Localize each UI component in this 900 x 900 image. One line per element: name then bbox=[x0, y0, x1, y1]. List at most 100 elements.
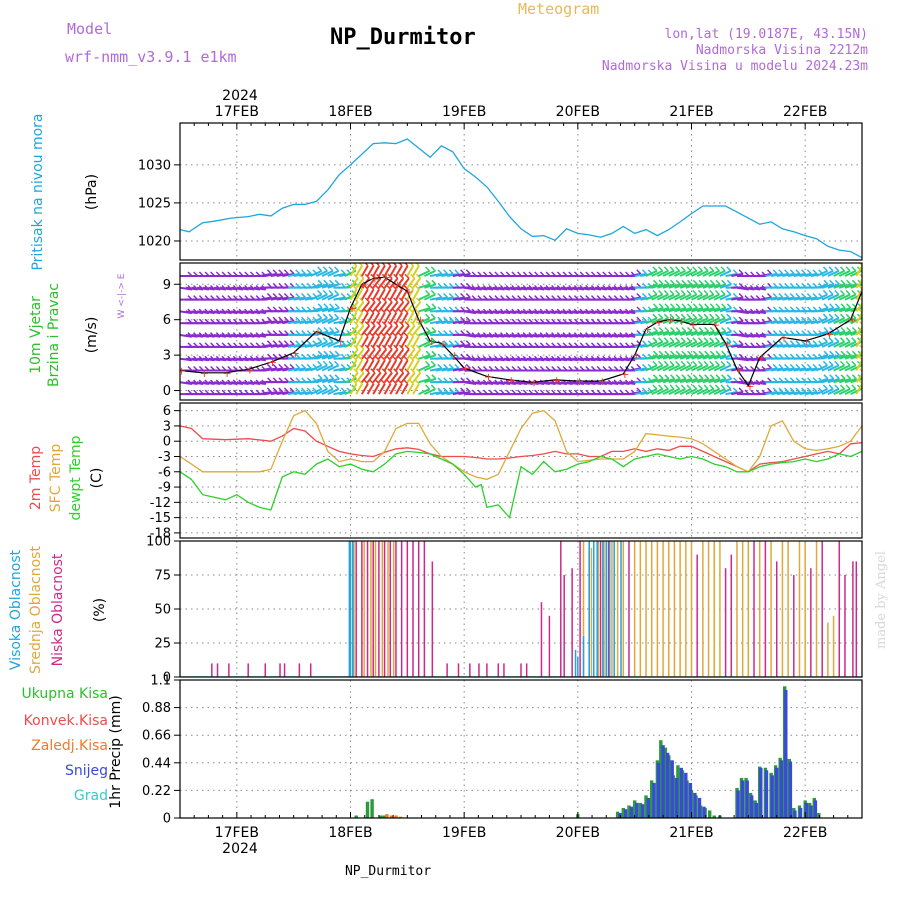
wind-barb bbox=[679, 293, 692, 301]
wind-barb-tail bbox=[398, 344, 404, 350]
wind-barb-tail bbox=[846, 326, 852, 333]
wind-barb bbox=[372, 277, 382, 289]
wind-barb-tail bbox=[823, 350, 829, 356]
wind-barb-tail bbox=[300, 269, 307, 275]
wind-barb-tail bbox=[443, 316, 449, 322]
gust-marker: + bbox=[484, 370, 493, 383]
wind-barb bbox=[378, 288, 386, 301]
wind-barb bbox=[668, 283, 681, 289]
wind-barb bbox=[833, 330, 846, 336]
wind-barb-tail bbox=[322, 266, 328, 272]
wind-barb bbox=[372, 348, 382, 360]
wind-barb bbox=[662, 317, 675, 325]
wind-barb bbox=[389, 359, 398, 371]
wind-barb-tail bbox=[687, 350, 693, 356]
wind-barb bbox=[383, 348, 393, 360]
wind-barb-tail bbox=[778, 387, 784, 393]
gust-marker: + bbox=[291, 347, 300, 360]
wind-barb bbox=[316, 283, 329, 289]
wind-barb bbox=[321, 364, 334, 372]
gust-marker: + bbox=[313, 326, 322, 339]
wind-barb-tail bbox=[465, 269, 471, 275]
credit-text: made by Angel bbox=[874, 551, 889, 649]
y-tick-label: 0 bbox=[163, 384, 171, 399]
wind-barb bbox=[423, 293, 436, 301]
wind-barb-tail bbox=[328, 266, 334, 272]
wind-barb-tail bbox=[393, 368, 399, 374]
wind-barb-tail bbox=[658, 360, 664, 366]
wind-barb bbox=[378, 359, 386, 371]
wind-barb bbox=[327, 388, 340, 396]
wind-barb-tail bbox=[738, 363, 744, 369]
wind-barb-tail bbox=[465, 340, 471, 346]
wind-barb bbox=[702, 269, 715, 277]
wind-barb bbox=[366, 301, 376, 313]
wind-barb-tail bbox=[431, 374, 437, 380]
wind-barb bbox=[816, 388, 828, 396]
wind-barb bbox=[844, 377, 857, 384]
wind-barb bbox=[378, 383, 386, 395]
wind-barb-tail bbox=[375, 263, 380, 267]
x-label-top: 19FEB bbox=[442, 104, 486, 120]
wind-barb-tail bbox=[675, 313, 681, 319]
wind-barb-tail bbox=[663, 384, 669, 390]
wind-barb-tail bbox=[823, 374, 829, 380]
wind-barb-tail bbox=[703, 360, 709, 366]
wind-barb-tail bbox=[430, 289, 436, 296]
legend-total: Ukupna Kisa bbox=[21, 686, 108, 702]
wind-barb-tail bbox=[834, 266, 840, 272]
wind-barb bbox=[844, 354, 857, 360]
wind-barb-tail bbox=[425, 337, 431, 343]
wind-barb-tail bbox=[784, 316, 790, 322]
wind-barb-tail bbox=[738, 316, 744, 322]
wind-barb bbox=[424, 306, 437, 313]
wind-barb-tail bbox=[322, 360, 328, 366]
wind-barb bbox=[685, 293, 698, 301]
wind-barb-tail bbox=[283, 340, 289, 346]
wind-barb-tail bbox=[376, 344, 382, 350]
wind-barb-tail bbox=[641, 387, 648, 393]
wind-barb-tail bbox=[738, 340, 744, 346]
precip-bar bbox=[670, 760, 674, 818]
cloud-high-label: Visoka Oblacnost bbox=[8, 549, 24, 670]
wind-barb-tail bbox=[812, 363, 818, 369]
precip-bar bbox=[679, 767, 683, 818]
precip-bar bbox=[385, 814, 389, 818]
wind-barb bbox=[400, 372, 410, 383]
wind-barb bbox=[418, 306, 431, 313]
y-tick-label: 6 bbox=[163, 404, 171, 419]
wind-barb-tail bbox=[828, 266, 834, 272]
wind-barb-tail bbox=[663, 360, 669, 366]
wind-barb-tail bbox=[392, 263, 397, 267]
wind-barb-tail bbox=[738, 306, 744, 312]
y-tick-label: -9 bbox=[158, 481, 171, 496]
model-label: Model bbox=[67, 20, 112, 38]
wind-barb bbox=[827, 388, 840, 396]
gust-marker: + bbox=[666, 314, 675, 327]
wind-barb-tail bbox=[652, 289, 658, 296]
wind-barb-tail bbox=[680, 337, 686, 343]
wind-barb-tail bbox=[789, 269, 795, 275]
y-tick-label: 9 bbox=[163, 278, 171, 293]
wind-barb-tail bbox=[732, 316, 738, 322]
wind-barb-tail bbox=[334, 360, 340, 366]
wind-barb-tail bbox=[675, 337, 681, 343]
wind-barb-tail bbox=[353, 273, 359, 279]
panel-frame bbox=[179, 262, 863, 401]
gust-marker: + bbox=[802, 335, 811, 348]
wind-barb bbox=[713, 340, 726, 348]
wind-barb-tail bbox=[353, 344, 359, 350]
wind-barb bbox=[674, 293, 686, 301]
wind-barb bbox=[423, 364, 436, 372]
wind-barb bbox=[668, 354, 681, 360]
wind-barb-tail bbox=[636, 269, 642, 275]
wind-barb-tail bbox=[334, 303, 340, 309]
wind-barb-tail bbox=[795, 292, 801, 299]
wind-barb-tail bbox=[829, 350, 835, 356]
wind-barb-tail bbox=[834, 350, 840, 356]
wind-barb bbox=[395, 324, 405, 336]
wind-barb bbox=[645, 306, 658, 313]
gust-marker: + bbox=[461, 362, 470, 375]
y-tick-label: 50 bbox=[154, 603, 171, 618]
wind-barb bbox=[679, 340, 692, 348]
